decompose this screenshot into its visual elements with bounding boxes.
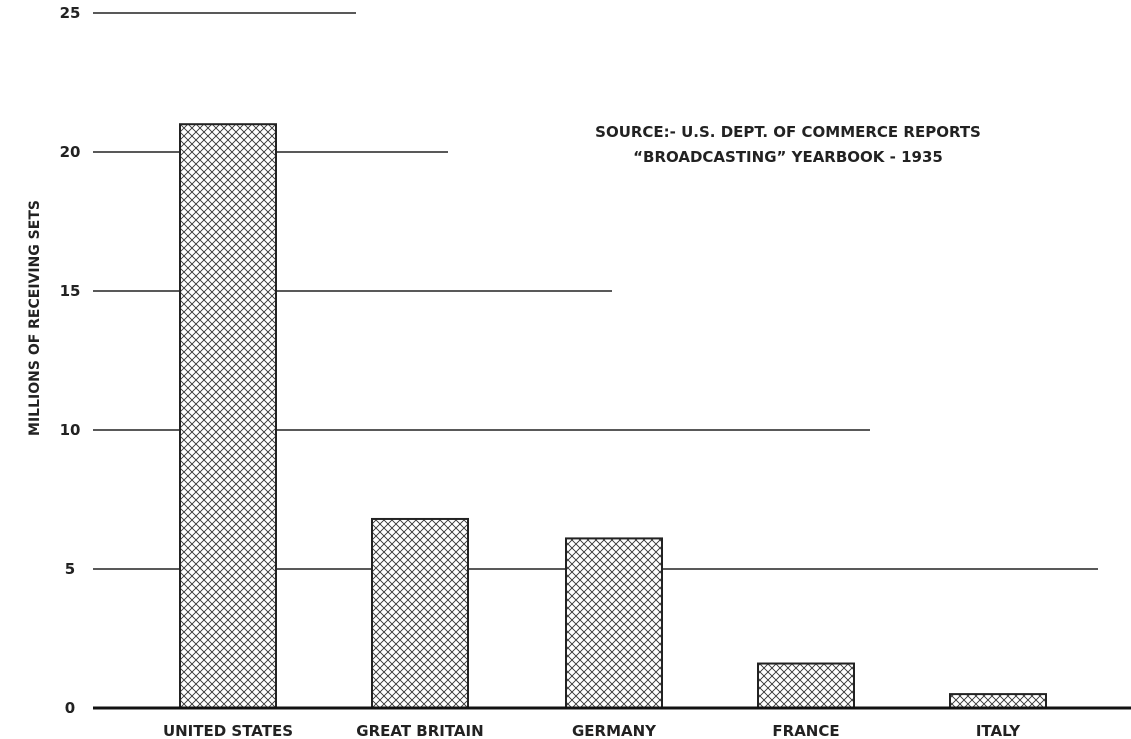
y-tick-label: 10 — [60, 421, 81, 439]
bar-great-britain — [371, 517, 469, 710]
y-tick-labels: 0 5 10 15 20 25 — [60, 4, 81, 717]
source-line-1: SOURCE:- U.S. DEPT. OF COMMERCE REPORTS — [595, 123, 981, 141]
category-label: FRANCE — [772, 722, 839, 739]
bar-germany — [565, 537, 663, 709]
y-tick-label: 20 — [60, 143, 81, 161]
y-axis-label: MILLIONS OF RECEIVING SETS — [27, 200, 43, 436]
category-label: UNITED STATES — [163, 722, 293, 739]
category-labels: UNITED STATES GREAT BRITAIN GERMANY FRANCE I… — [163, 722, 1021, 739]
y-tick-label: 5 — [65, 560, 75, 578]
y-tick-label: 0 — [65, 699, 75, 717]
y-tick-label: 25 — [60, 4, 81, 22]
bar-united-states — [179, 123, 277, 709]
category-label: ITALY — [976, 722, 1021, 739]
bars — [179, 123, 1047, 710]
source-line-2: “BROADCASTING” YEARBOOK - 1935 — [633, 148, 943, 166]
bar-france — [757, 662, 855, 710]
category-label: GREAT BRITAIN — [356, 722, 483, 739]
y-tick-label: 15 — [60, 282, 81, 300]
category-label: GERMANY — [572, 722, 657, 739]
bar-italy — [949, 693, 1047, 709]
